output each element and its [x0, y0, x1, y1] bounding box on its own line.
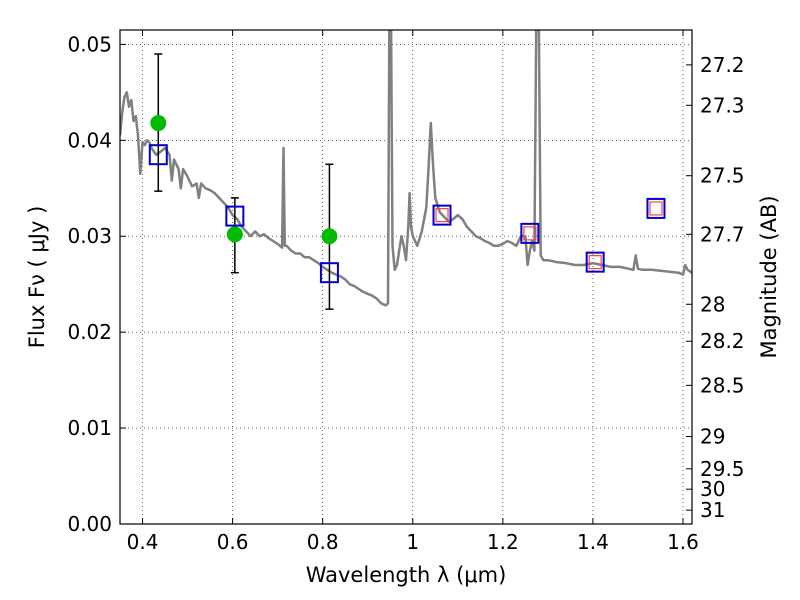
inner-box — [523, 226, 537, 241]
x-tick-label: 0.8 — [307, 530, 339, 554]
y-tick-label: 0.04 — [67, 128, 112, 152]
ticks: 0.4 0.6 0.8 1 1.2 1.4 1.6 0.00 0.01 0.02 0.03 0.04 0… — [67, 30, 745, 554]
x-tick-label: 1.2 — [487, 530, 519, 554]
y-tick-label: 0.01 — [67, 416, 112, 440]
observed-point — [321, 228, 338, 245]
model-box — [432, 204, 452, 226]
right-tick-label: 28.2 — [700, 329, 745, 353]
model-box — [520, 222, 540, 244]
y-axis-label: Flux Fν ( μJy ) — [25, 206, 49, 349]
right-tick-label: 27.7 — [700, 222, 745, 246]
y-tick-label: 0.05 — [67, 32, 112, 56]
x-tick-label: 1.4 — [577, 530, 609, 554]
right-tick-label: 31 — [700, 498, 725, 522]
y-tick-label: 0.02 — [67, 320, 112, 344]
model-box — [225, 205, 245, 227]
right-tick-label: 27.2 — [700, 53, 745, 77]
spectrum-line — [120, 30, 692, 307]
right-tick-label: 29.5 — [700, 457, 745, 481]
right-axis-label: Magnitude (AB) — [757, 195, 781, 358]
inner-box — [588, 255, 602, 270]
plot-area — [120, 30, 692, 310]
right-tick-label: 28 — [700, 292, 725, 316]
x-axis-label: Wavelength λ (μm) — [306, 563, 507, 587]
right-tick-label: 28.5 — [700, 373, 745, 397]
x-tick-label: 1 — [406, 530, 419, 554]
right-tick-label: 27.5 — [700, 164, 745, 188]
model-box — [148, 144, 168, 166]
x-tick-label: 0.4 — [127, 530, 159, 554]
model-box — [646, 197, 666, 219]
inner-box — [649, 201, 663, 216]
observed-point — [150, 115, 167, 132]
x-tick-label: 0.6 — [217, 530, 249, 554]
plot-frame — [119, 29, 693, 525]
observed-point — [226, 226, 243, 243]
y-tick-label: 0.00 — [67, 512, 112, 536]
model-box — [585, 251, 605, 273]
model-box — [319, 262, 339, 284]
y-tick-label: 0.03 — [67, 224, 112, 248]
right-tick-label: 29 — [700, 425, 725, 449]
inner-box — [435, 208, 449, 223]
grid — [120, 30, 692, 524]
x-tick-label: 1.6 — [667, 530, 699, 554]
right-tick-label: 27.3 — [700, 93, 745, 117]
right-tick-label: 30 — [700, 477, 725, 501]
